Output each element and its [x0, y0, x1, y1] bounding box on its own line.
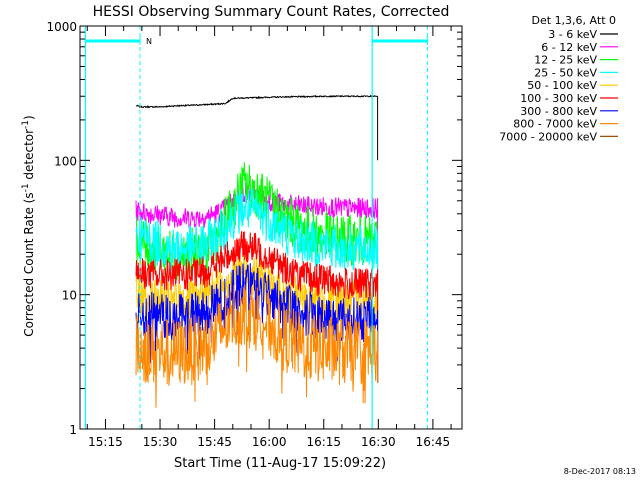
y-tick-label: 1: [69, 423, 77, 437]
x-axis-label: Start Time (11-Aug-17 15:09:22): [174, 456, 386, 471]
legend-label: 100 - 300 keV: [520, 92, 597, 105]
y-axis-label-sup2: -1: [21, 120, 31, 129]
chart-title: HESSI Observing Summary Count Rates, Cor…: [93, 4, 450, 20]
x-tick-label: 15:45: [197, 435, 232, 449]
y-tick-label: 10: [62, 289, 77, 303]
series-line-1: [135, 94, 379, 161]
y-axis-label-main: Corrected Count Rate (s: [22, 192, 36, 336]
legend-label: 3 - 6 keV: [548, 28, 597, 41]
x-tick-label: 16:00: [252, 435, 287, 449]
legend-label: 25 - 50 keV: [534, 66, 597, 79]
legend-label: 50 - 100 keV: [527, 79, 597, 92]
y-axis-label-sup1: -1: [21, 183, 31, 192]
y-tick-label: 100: [54, 154, 77, 168]
legend-title: Det 1,3,6, Att 0: [532, 14, 616, 27]
legend-label: 7000 - 20000 keV: [499, 130, 597, 143]
series-line-6: [135, 231, 379, 383]
time-markers: N: [84, 26, 428, 429]
y-axis-label-end: ): [22, 115, 36, 120]
series-line-4: [135, 188, 379, 383]
y-axis-label-mid: detector: [22, 129, 36, 184]
legend-label: 12 - 25 keV: [534, 54, 597, 67]
legend-label: 300 - 800 keV: [520, 105, 597, 118]
plot-frame: [79, 25, 463, 430]
x-tick-label: 16:45: [416, 435, 451, 449]
legend-label: 6 - 12 keV: [541, 41, 597, 54]
axes: 15:15 15:30 15:45 16:00 16:15 16:30 16:45 1 10 10…: [46, 20, 463, 449]
x-tick-label: 15:15: [88, 435, 123, 449]
x-tick-label: 15:30: [143, 435, 178, 449]
x-tick-label: 16:30: [361, 435, 396, 449]
series-line-8: [135, 284, 379, 408]
x-tick-label: 16:15: [306, 435, 341, 449]
y-axis-label: Corrected Count Rate (s-1 detector-1): [21, 115, 36, 336]
timestamp: 8-Dec-2017 08:13: [564, 467, 636, 476]
series-group: [135, 94, 379, 408]
y-tick-label: 1000: [46, 20, 77, 34]
flag-label: N: [146, 37, 152, 46]
legend-label: 800 - 7000 keV: [513, 118, 597, 131]
